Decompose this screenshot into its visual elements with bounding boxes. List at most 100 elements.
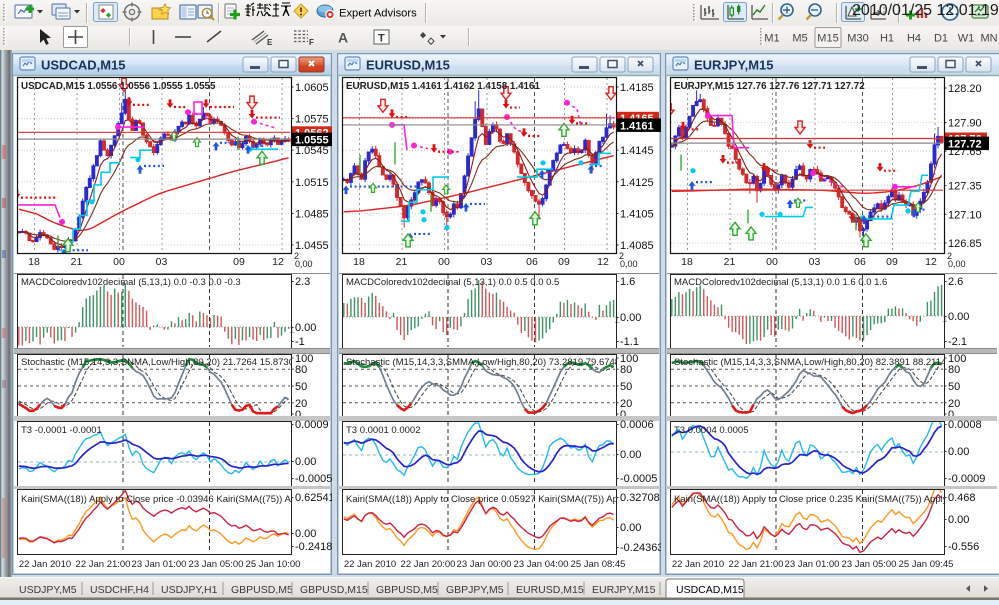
- svg-text:00: 00: [113, 256, 125, 268]
- svg-text:1.4085: 1.4085: [620, 240, 654, 252]
- svg-text:06: 06: [854, 256, 866, 268]
- svg-text:0.0008: 0.0008: [948, 419, 982, 431]
- svg-text:H1: H1: [880, 33, 894, 45]
- svg-text:GBPUSD,M5: GBPUSD,M5: [376, 584, 438, 596]
- svg-text:06: 06: [526, 256, 538, 268]
- svg-text:0,00: 0,00: [295, 259, 313, 269]
- svg-text:127.10: 127.10: [948, 209, 982, 221]
- svg-text:0,00: 0,00: [620, 259, 638, 269]
- svg-text:M15: M15: [817, 33, 838, 45]
- svg-text:21: 21: [396, 256, 408, 268]
- svg-text:12: 12: [597, 256, 609, 268]
- svg-text:20: 20: [948, 398, 960, 410]
- svg-text:-0.0005: -0.0005: [295, 473, 332, 485]
- svg-text:T3 -0.0001 -0.0001: T3 -0.0001 -0.0001: [21, 425, 102, 436]
- svg-text:EURUSD,M15 1.4161 1.4162 1.41: EURUSD,M15 1.4161 1.4162 1.4158 1.4161: [346, 81, 540, 92]
- svg-text:0.0006: 0.0006: [620, 419, 654, 431]
- svg-text:80: 80: [620, 364, 632, 376]
- svg-text:-2.1: -2.1: [948, 336, 967, 348]
- svg-text:T3 0.0004 0.0005: T3 0.0004 0.0005: [674, 425, 748, 436]
- svg-text:0.00: 0.00: [620, 522, 641, 534]
- svg-text:03: 03: [809, 256, 821, 268]
- svg-text:0.0009: 0.0009: [295, 419, 329, 431]
- svg-text:-0.2418: -0.2418: [295, 541, 332, 553]
- svg-text:80: 80: [948, 364, 960, 376]
- svg-text:-0.0005: -0.0005: [620, 473, 657, 485]
- svg-text:18: 18: [681, 256, 693, 268]
- svg-text:EURUSD,M15: EURUSD,M15: [516, 584, 584, 596]
- svg-text:GBPUSD,M5: GBPUSD,M5: [231, 584, 293, 596]
- svg-text:50: 50: [295, 381, 307, 393]
- svg-text:0.00: 0.00: [295, 528, 316, 540]
- svg-text:-0.24363: -0.24363: [620, 542, 661, 554]
- svg-text:-1: -1: [295, 336, 305, 348]
- svg-text:W1: W1: [958, 33, 975, 45]
- svg-text:0.00: 0.00: [620, 312, 641, 324]
- svg-text:25 Jan 08:45: 25 Jan 08:45: [571, 559, 626, 570]
- svg-text:0.00: 0.00: [295, 456, 316, 468]
- svg-text:EURJPY,M15 127.76 127.76 127.: EURJPY,M15 127.76 127.76 127.71 127.72: [674, 81, 865, 92]
- svg-text:23 Jan 05:00: 23 Jan 05:00: [842, 559, 897, 570]
- svg-text:EURJPY,M15: EURJPY,M15: [592, 584, 656, 596]
- svg-text:22 Jan 20:00: 22 Jan 20:00: [401, 559, 456, 570]
- svg-text:100: 100: [948, 353, 966, 365]
- svg-text:100: 100: [620, 353, 638, 365]
- svg-text:Stochastic (M15,14,3,3,SMMA,Lo: Stochastic (M15,14,3,3,SMMA,Low/High,80,…: [346, 357, 620, 368]
- svg-text:MACDColoredv102decimal (5,13,1: MACDColoredv102decimal (5,13,1) 0.0 0.5 …: [346, 277, 559, 288]
- svg-text:1.0515: 1.0515: [295, 177, 329, 189]
- svg-text:1.0485: 1.0485: [295, 208, 329, 220]
- svg-text:126.85: 126.85: [948, 238, 982, 250]
- svg-text:00: 00: [766, 256, 778, 268]
- svg-text:25 Jan 10:00: 25 Jan 10:00: [246, 559, 301, 570]
- svg-text:-0.0009: -0.0009: [948, 473, 985, 485]
- svg-text:M1: M1: [764, 33, 779, 45]
- svg-text:23 Jan 05:00: 23 Jan 05:00: [189, 559, 244, 570]
- svg-text:100: 100: [295, 353, 313, 365]
- svg-text:USDCAD,M15 1.0556 1.0556 1.05: USDCAD,M15 1.0556 1.0556 1.0555 1.0555: [21, 81, 216, 92]
- svg-text:H4: H4: [907, 33, 921, 45]
- svg-text:22 Jan 2010: 22 Jan 2010: [19, 559, 71, 570]
- svg-text:1.4185: 1.4185: [620, 82, 654, 94]
- svg-text:0.32708: 0.32708: [620, 492, 660, 504]
- svg-text:1.4145: 1.4145: [620, 145, 654, 157]
- svg-text:-1.1: -1.1: [620, 336, 639, 348]
- svg-text:09: 09: [886, 256, 898, 268]
- svg-text:1.4105: 1.4105: [620, 208, 654, 220]
- svg-text:2.3: 2.3: [295, 276, 310, 288]
- svg-text:23 Jan 01:00: 23 Jan 01:00: [132, 559, 187, 570]
- svg-text:MACDColoredv102decimal (5,13,1: MACDColoredv102decimal (5,13,1) 0.0 -0.3…: [21, 277, 241, 288]
- svg-text:1.0455: 1.0455: [295, 240, 329, 252]
- svg-text:12: 12: [925, 256, 937, 268]
- svg-text:18: 18: [28, 256, 40, 268]
- svg-text:Stochastic (M15,14,3,3,SNMA,Lo: Stochastic (M15,14,3,3,SNMA,Low/High,80,…: [21, 357, 294, 368]
- svg-text:USDCHF,H4: USDCHF,H4: [90, 584, 149, 596]
- svg-text:GBPJPY,M5: GBPJPY,M5: [446, 584, 504, 596]
- svg-text:T: T: [378, 33, 385, 45]
- svg-text:D1: D1: [934, 33, 948, 45]
- svg-text:EURUSD,M15: EURUSD,M15: [366, 58, 450, 73]
- svg-text:Kairi(SMA((18)) Apply to Close: Kairi(SMA((18)) Apply to Close price 0.2…: [674, 494, 970, 505]
- svg-text:0.00: 0.00: [948, 514, 969, 526]
- svg-text:23 Jan 01:00: 23 Jan 01:00: [785, 559, 840, 570]
- svg-text:23 Jan 04:00: 23 Jan 04:00: [514, 559, 569, 570]
- svg-text:18: 18: [353, 256, 365, 268]
- svg-text:127.35: 127.35: [948, 181, 982, 193]
- svg-text:12: 12: [272, 256, 284, 268]
- svg-text:E: E: [267, 38, 273, 47]
- svg-text:20: 20: [295, 398, 307, 410]
- svg-text:0.00: 0.00: [295, 322, 316, 334]
- svg-text:1.4161: 1.4161: [620, 120, 654, 132]
- svg-text:80: 80: [295, 364, 307, 376]
- svg-text:MACDColoredv102decimal (5,13,1: MACDColoredv102decimal (5,13,1) 0.0 1.6 …: [674, 277, 887, 288]
- svg-text:00: 00: [438, 256, 450, 268]
- svg-text:MN: MN: [980, 33, 997, 45]
- svg-text:128.20: 128.20: [948, 83, 982, 95]
- svg-text:1.0555: 1.0555: [295, 135, 329, 147]
- svg-text:0.00: 0.00: [948, 446, 969, 458]
- svg-text:Stochastic (M15,14,3,3,SNMA,Lo: Stochastic (M15,14,3,3,SNMA,Low/High,80,…: [674, 357, 946, 368]
- svg-text:Expert Advisors: Expert Advisors: [339, 8, 417, 20]
- svg-text:1.0605: 1.0605: [295, 82, 329, 94]
- svg-text:Kairi(SMA((18)) Apply to Close: Kairi(SMA((18)) Apply to Close price -0.…: [21, 494, 314, 505]
- svg-text:0,00: 0,00: [948, 259, 966, 269]
- svg-text:1.0545: 1.0545: [295, 145, 329, 157]
